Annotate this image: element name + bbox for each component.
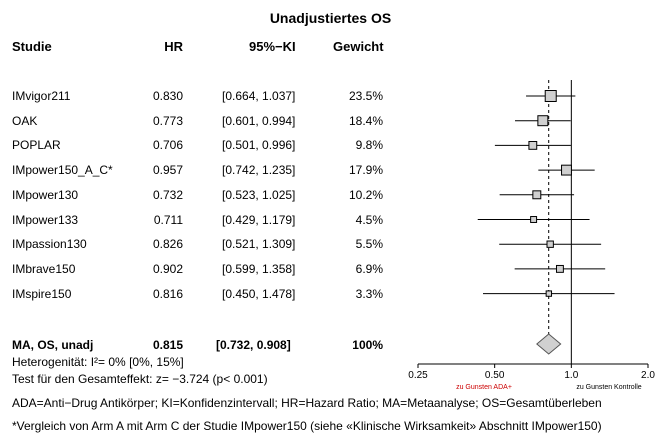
weight-value: 9.8% bbox=[355, 138, 383, 153]
ci-value: [0.599, 1.358] bbox=[222, 261, 296, 276]
ci-value: [0.450, 1.478] bbox=[222, 286, 296, 301]
column-header-hr: HR bbox=[164, 39, 183, 54]
estimate-box bbox=[530, 216, 538, 223]
ci-value: [0.429, 1.179] bbox=[222, 212, 296, 227]
estimate-box bbox=[546, 240, 554, 248]
x-tick-label: 2.0 bbox=[641, 370, 655, 381]
favors-right-label: zu Gunsten Kontrolle bbox=[576, 384, 641, 391]
weight-value: 17.9% bbox=[348, 163, 383, 178]
summary-diamond bbox=[536, 333, 562, 355]
ci-value: [0.664, 1.037] bbox=[222, 89, 296, 103]
summary-ci-value: [0.732, 0.908] bbox=[216, 338, 291, 352]
hr-value: 0.732 bbox=[152, 187, 183, 202]
ci-value: [0.601, 0.994] bbox=[222, 113, 296, 128]
ci-value: [0.523, 1.025] bbox=[222, 187, 296, 202]
hr-value: 0.902 bbox=[152, 261, 183, 276]
study-name: IMpassion130 bbox=[12, 237, 87, 252]
study-name: IMbrave150 bbox=[12, 261, 76, 276]
study-name: POPLAR bbox=[12, 138, 61, 153]
hr-value: 0.711 bbox=[153, 212, 183, 227]
weight-value: 18.4% bbox=[348, 113, 383, 128]
ci-value: [0.521, 1.309] bbox=[222, 237, 296, 252]
hr-value: 0.830 bbox=[152, 89, 183, 103]
estimate-box bbox=[544, 90, 557, 102]
summary-hr-value: 0.815 bbox=[152, 338, 183, 352]
study-name: IMspire150 bbox=[12, 286, 72, 301]
weight-value: 6.9% bbox=[355, 261, 383, 276]
weight-value: 23.5% bbox=[348, 89, 383, 103]
weight-value: 10.2% bbox=[348, 187, 383, 202]
column-header-study: Studie bbox=[12, 39, 52, 54]
weight-value: 4.5% bbox=[355, 212, 383, 227]
study-name: IMpower130 bbox=[12, 187, 79, 202]
heterogeneity-text: Heterogenität: I²= 0% [0%, 15%] bbox=[12, 355, 184, 369]
ci-value: [0.501, 0.996] bbox=[222, 138, 296, 153]
summary-label: MA, OS, unadj bbox=[12, 338, 94, 352]
hr-value: 0.773 bbox=[152, 113, 183, 128]
study-name: IMpower133 bbox=[12, 212, 79, 227]
study-name: OAK bbox=[12, 113, 38, 128]
hr-value: 0.816 bbox=[152, 286, 183, 301]
estimate-box bbox=[528, 140, 538, 150]
study-name: IMpower150_A_C* bbox=[12, 163, 113, 178]
study-name: IMvigor211 bbox=[12, 89, 71, 103]
weight-value: 5.5% bbox=[355, 237, 383, 252]
ci-value: [0.742, 1.235] bbox=[222, 163, 296, 178]
hr-value: 0.706 bbox=[152, 138, 183, 153]
estimate-box bbox=[532, 190, 542, 200]
estimate-box bbox=[545, 290, 553, 297]
x-tick-label: 0.50 bbox=[485, 370, 505, 381]
favors-left-label: zu Gunsten ADA+ bbox=[456, 384, 512, 391]
estimate-box bbox=[537, 115, 549, 127]
x-tick-label: 1.0 bbox=[564, 370, 578, 381]
hr-value: 0.826 bbox=[152, 237, 183, 252]
footnote-text: *Vergleich von Arm A mit Arm C der Studi… bbox=[12, 419, 602, 433]
hr-value: 0.957 bbox=[152, 163, 183, 178]
weight-value: 3.3% bbox=[355, 286, 383, 301]
estimate-box bbox=[555, 264, 564, 273]
chart-title: Unadjustiertes OS bbox=[269, 10, 392, 26]
summary-weight-value: 100% bbox=[352, 338, 383, 352]
abbreviations-text: ADA=Anti−Drug Antikörper; KI=Konfidenzin… bbox=[12, 396, 602, 410]
overall-test-text: Test für den Gesamteffekt: z= −3.724 (p<… bbox=[12, 372, 268, 386]
estimate-box bbox=[561, 164, 572, 176]
column-header-weight: Gewicht bbox=[333, 39, 384, 54]
column-header-ci: 95%−KI bbox=[249, 39, 296, 54]
x-tick-label: 0.25 bbox=[408, 370, 428, 381]
